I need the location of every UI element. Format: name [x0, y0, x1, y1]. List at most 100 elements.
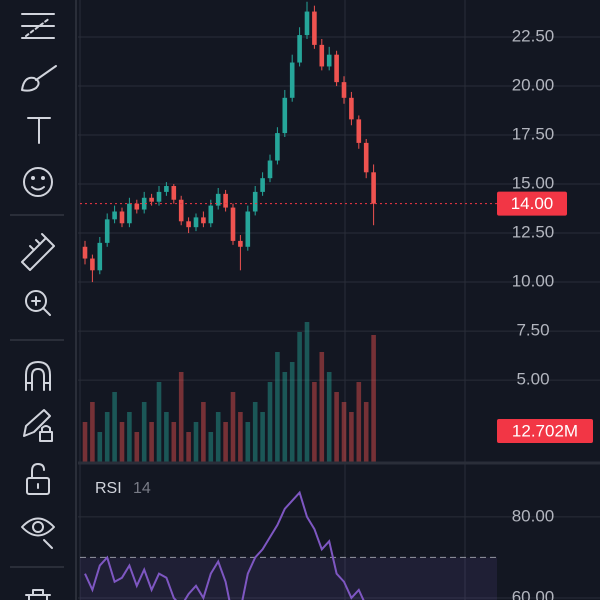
last-price-label: 14.00	[511, 194, 554, 213]
grid	[78, 0, 600, 600]
emoji-tool[interactable]	[23, 167, 53, 197]
candle-body	[356, 119, 362, 143]
volume-label: 12.702M	[512, 421, 578, 440]
candle-body	[193, 217, 199, 228]
candle-body	[275, 133, 280, 161]
volume-badge	[497, 419, 593, 443]
volume-bar	[245, 422, 251, 462]
candle-body	[149, 197, 154, 202]
ruler-tool[interactable]	[21, 233, 55, 271]
rsi-title: RSI	[95, 480, 122, 497]
volume-bar	[297, 332, 302, 462]
candle-body	[223, 193, 228, 208]
brush-tool[interactable]	[21, 65, 57, 92]
candle-body	[341, 82, 347, 98]
candle-body	[230, 207, 236, 241]
volume-bar	[141, 402, 147, 462]
volume-bar	[260, 412, 265, 462]
candle-body	[282, 97, 288, 134]
volume-bar	[363, 402, 369, 462]
candle-body	[97, 242, 103, 271]
candle-body	[127, 203, 132, 224]
rsi-period: 14	[133, 480, 151, 497]
candle-body	[119, 211, 125, 224]
candle-body	[334, 54, 339, 83]
candle-body	[178, 199, 184, 222]
volume-bar	[149, 422, 154, 462]
volume-bar	[356, 382, 362, 462]
volume-bar	[289, 362, 295, 462]
volume-bar	[341, 402, 347, 462]
volume-bar	[112, 392, 117, 462]
candle-body	[104, 219, 110, 243]
text-tool[interactable]	[27, 117, 51, 144]
y-tick-label: 80.00	[512, 506, 555, 525]
candle-body	[238, 240, 243, 247]
last-price-badge	[497, 191, 567, 216]
candle-body	[141, 197, 147, 210]
candle-body	[267, 160, 273, 179]
volume-bar	[127, 412, 132, 462]
rsi-band	[80, 557, 497, 600]
volume-bar	[82, 422, 88, 462]
candle-body	[252, 191, 258, 212]
volume-bar	[230, 392, 236, 462]
candle-body	[208, 205, 214, 224]
candle-body	[297, 35, 302, 63]
trend-tool[interactable]	[21, 13, 55, 39]
candle-body	[201, 217, 206, 224]
volume-bar	[90, 402, 95, 462]
candle-body	[245, 211, 251, 247]
candle-body	[90, 258, 95, 271]
volume-bar	[326, 372, 332, 462]
volume-bar	[208, 432, 214, 462]
volume-bar	[349, 412, 354, 462]
y-tick-label: 7.50	[516, 321, 549, 340]
volume-bar	[275, 352, 280, 462]
candle-body	[112, 211, 117, 220]
candle-body	[186, 221, 191, 228]
candle-body	[304, 11, 310, 36]
candle-body	[349, 97, 354, 120]
volume-bars	[82, 322, 376, 462]
volume-bar	[156, 382, 162, 462]
y-tick-label: 15.00	[512, 174, 555, 193]
volume-bar	[164, 412, 169, 462]
candle-body	[363, 142, 369, 173]
price-axis: 5.00 7.50 10.00 12.50 15.00 17.50 20.00 22.50 14…	[80, 27, 593, 600]
toolbar	[10, 0, 77, 600]
y-tick-label: 17.50	[512, 125, 555, 144]
candle-body	[215, 193, 221, 206]
y-tick-label: 60.00	[512, 587, 555, 600]
visibility-tool[interactable]	[21, 517, 55, 549]
y-tick-label: 10.00	[512, 272, 555, 291]
volume-bar	[97, 432, 103, 462]
candle-body	[260, 178, 265, 192]
y-tick-label: 12.50	[512, 223, 555, 242]
volume-bar	[104, 412, 110, 462]
volume-bar	[171, 422, 177, 462]
candle-body	[171, 186, 177, 200]
y-tick-label: 22.50	[512, 27, 555, 46]
volume-bar	[312, 382, 317, 462]
candle-body	[326, 54, 332, 67]
volume-bar	[223, 422, 228, 462]
candle-body	[82, 246, 88, 259]
volume-bar	[215, 412, 221, 462]
volume-bar	[119, 422, 125, 462]
volume-bar	[178, 372, 184, 462]
candle-body	[156, 191, 162, 202]
unlock-tool[interactable]	[26, 463, 50, 495]
volume-bar	[334, 392, 339, 462]
volume-bar	[186, 432, 191, 462]
candle-body	[319, 44, 325, 67]
rsi-line	[84, 490, 365, 600]
volume-bar	[193, 422, 199, 462]
zoom-tool[interactable]	[25, 290, 51, 316]
y-tick-label: 20.00	[512, 76, 555, 95]
rsi-pane	[80, 490, 497, 600]
lock-drawings[interactable]	[23, 409, 53, 442]
magnet-tool[interactable]	[25, 361, 51, 391]
